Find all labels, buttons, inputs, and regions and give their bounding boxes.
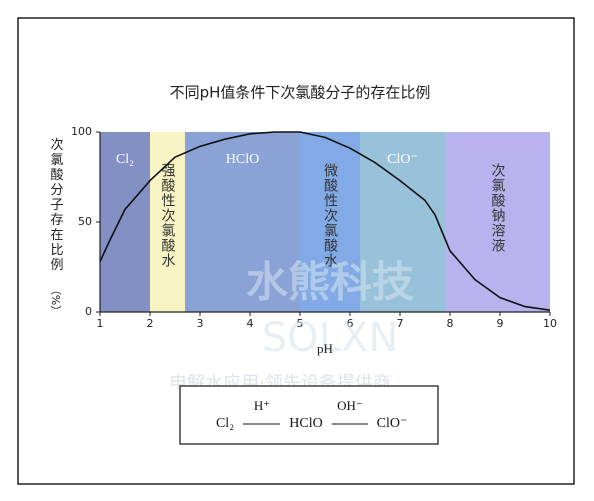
equation-right: ClO⁻	[377, 416, 408, 431]
x-tick-label: 7	[397, 317, 404, 330]
region-label: 次氯酸钠溶液	[490, 163, 506, 253]
region	[300, 132, 360, 312]
watermark-brand: 水熊科技	[246, 258, 414, 307]
y-axis-unit: （%）	[49, 284, 62, 316]
equation-box	[179, 385, 439, 445]
y-tick-label: 0	[85, 305, 92, 318]
y-tick-label: 50	[78, 215, 92, 228]
region-label: 微酸性次氯酸水	[322, 163, 338, 268]
region	[185, 132, 300, 312]
watermark-latin: SOLXN	[262, 315, 398, 361]
region-label: 强酸性次氯酸水	[160, 163, 176, 268]
x-tick-label: 2	[147, 317, 154, 330]
x-tick-label: 4	[247, 317, 254, 330]
x-tick-label: 8	[447, 317, 454, 330]
x-tick-label: 6	[347, 317, 354, 330]
x-axis-label: pH	[317, 341, 333, 356]
region-label: HClO	[226, 152, 259, 167]
y-tick-label: 100	[71, 125, 92, 138]
x-tick-label: 1	[97, 317, 104, 330]
y-axis-label: 次氯酸分子存在比例	[48, 137, 64, 273]
x-tick-label: 10	[543, 317, 557, 330]
x-tick-label: 3	[197, 317, 204, 330]
region	[150, 132, 185, 312]
region-label: ClO⁻	[387, 152, 418, 167]
region	[445, 132, 550, 312]
region-label: Cl₂	[116, 152, 134, 167]
line	[99, 131, 551, 311]
equation-left: Cl₂	[216, 416, 234, 431]
equation-middle: HClO	[289, 416, 322, 431]
x-tick-label: 9	[497, 317, 504, 330]
equation-arrow1: H⁺	[254, 398, 270, 413]
region	[100, 132, 150, 312]
chart-title: 不同pH值条件下次氯酸分子的存在比例	[170, 84, 431, 102]
equation-arrow2: OH⁻	[337, 398, 363, 413]
x-tick-label: 5	[297, 317, 304, 330]
